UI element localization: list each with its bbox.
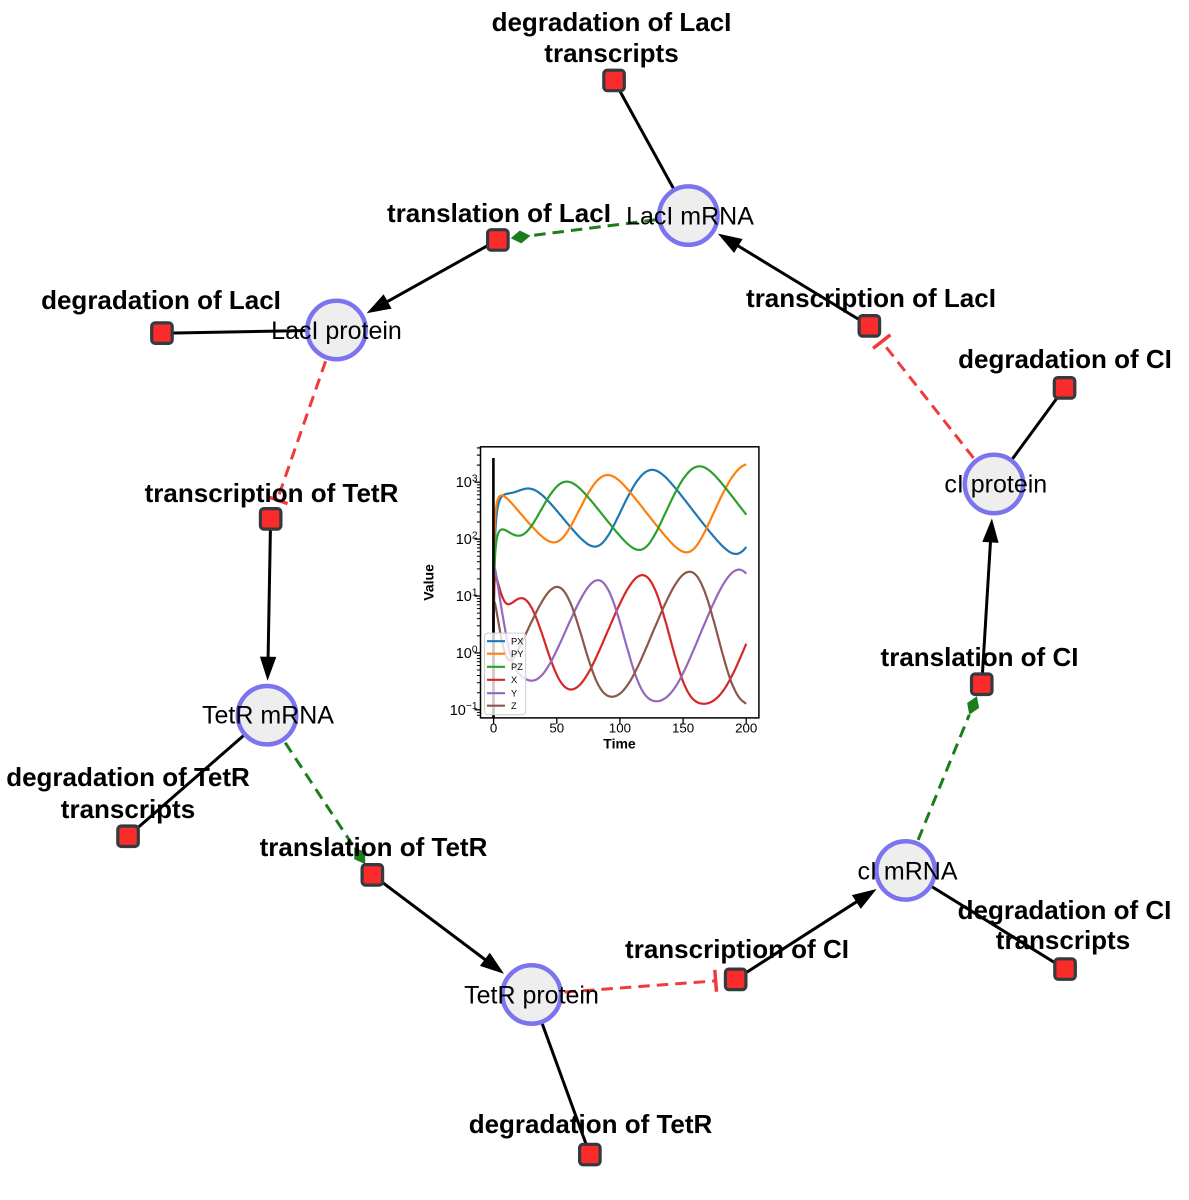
svg-text:PX: PX <box>511 637 523 647</box>
svg-text:150: 150 <box>672 721 694 736</box>
svg-text:transcripts: transcripts <box>996 925 1130 955</box>
svg-text:Y: Y <box>511 689 517 699</box>
svg-text:transcripts: transcripts <box>61 794 195 824</box>
svg-text:transcription of CI: transcription of CI <box>625 934 849 964</box>
svg-text:Time: Time <box>603 736 636 752</box>
svg-text:TetR mRNA: TetR mRNA <box>202 702 334 730</box>
svg-text:Z: Z <box>511 701 517 711</box>
svg-text:PZ: PZ <box>511 662 523 672</box>
svg-text:degradation of TetR: degradation of TetR <box>6 762 250 792</box>
svg-text:degradation of LacI: degradation of LacI <box>492 7 732 37</box>
svg-text:PY: PY <box>511 649 523 659</box>
svg-text:TetR protein: TetR protein <box>464 982 599 1010</box>
svg-text:transcription of TetR: transcription of TetR <box>145 478 399 508</box>
svg-text:LacI protein: LacI protein <box>271 317 402 345</box>
svg-text:X: X <box>511 675 517 685</box>
svg-text:100: 100 <box>609 721 631 736</box>
svg-text:LacI mRNA: LacI mRNA <box>626 202 754 230</box>
svg-text:200: 200 <box>735 721 757 736</box>
svg-text:0: 0 <box>490 721 497 736</box>
svg-text:degradation of CI: degradation of CI <box>958 895 1172 925</box>
svg-text:transcripts: transcripts <box>544 38 678 68</box>
svg-text:translation of TetR: translation of TetR <box>260 832 488 862</box>
svg-text:degradation of LacI: degradation of LacI <box>41 285 281 315</box>
svg-text:50: 50 <box>549 721 564 736</box>
svg-text:cI protein: cI protein <box>944 471 1047 499</box>
svg-text:degradation of TetR: degradation of TetR <box>469 1109 713 1139</box>
svg-text:translation of CI: translation of CI <box>881 642 1079 672</box>
svg-text:cI mRNA: cI mRNA <box>858 858 958 886</box>
svg-text:transcription of LacI: transcription of LacI <box>746 283 996 313</box>
svg-text:Value: Value <box>421 564 437 601</box>
svg-text:translation of LacI: translation of LacI <box>387 198 611 228</box>
svg-text:degradation of CI: degradation of CI <box>958 344 1172 374</box>
